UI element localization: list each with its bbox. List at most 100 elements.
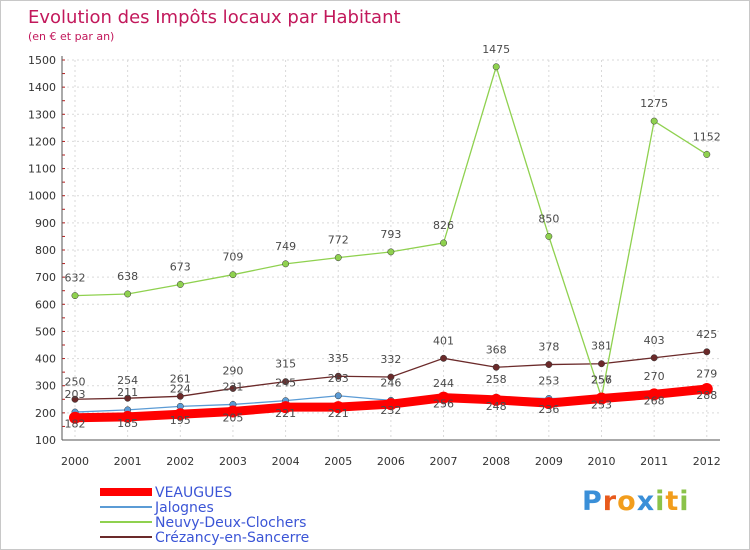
data-point [650,117,658,125]
data-point [334,372,342,380]
y-tick-label: 400 [35,353,56,366]
y-tick-label: 1500 [28,54,56,67]
logo-letter: i [679,486,690,517]
data-point [387,248,395,256]
logo-letter: t [665,486,680,517]
data-point [332,401,345,414]
data-point [121,410,134,423]
data-label: 288 [696,389,717,402]
series-neuvy-deux-clochers: 632 638 673 709 749 772 793 826 1475 850 257 1275 11… [65,43,721,401]
data-label: 258 [486,373,507,386]
data-label: 256 [433,398,454,411]
data-label: 401 [433,334,454,347]
data-point [124,394,132,402]
data-label: 772 [328,234,349,247]
data-label: 279 [696,367,717,380]
y-tick-label: 900 [35,217,56,230]
data-label: 221 [328,407,349,420]
data-label: 425 [696,328,717,341]
data-label: 205 [222,412,243,425]
y-tick-label: 1300 [28,108,56,121]
y-tick-label: 300 [35,380,56,393]
data-label: 335 [328,352,349,365]
data-point [229,271,237,279]
y-tick-label: 600 [35,298,56,311]
data-point [71,292,79,300]
proxiti-logo: Proxiti [582,486,690,517]
data-point [437,391,450,404]
x-tick-label: 2009 [535,455,563,468]
data-point [440,239,447,247]
x-tick-label: 2006 [377,455,405,468]
data-point [174,408,187,421]
data-label: 1152 [693,130,721,143]
data-point [703,348,711,356]
data-point [490,393,503,406]
x-tick-label: 2002 [166,455,194,468]
chart-title: Evolution des Impôts locaux par Habitant [28,7,401,28]
data-label: 231 [222,380,243,393]
legend-label: Neuvy-Deux-Clochers [155,515,306,531]
data-point [703,151,711,158]
data-label: 403 [644,334,665,347]
data-point [176,392,184,400]
x-tick-label: 2005 [324,455,352,468]
y-tick-label: 800 [35,244,56,257]
data-label: 250 [65,375,86,388]
logo-letter: i [655,486,666,517]
data-label: 256 [591,374,612,387]
data-label: 632 [65,272,86,285]
legend-item: Neuvy-Deux-Clochers [100,515,306,531]
data-point [648,388,661,401]
data-label: 245 [275,377,296,390]
data-label: 232 [380,404,401,417]
legend-label: Crézancy-en-Sancerre [155,530,309,546]
x-tick-label: 2008 [482,455,510,468]
data-label: 673 [170,260,191,273]
data-label: 261 [170,372,191,385]
data-label: 793 [380,228,401,241]
data-label: 185 [117,417,138,430]
x-tick-label: 2000 [61,455,89,468]
data-label: 381 [591,340,612,353]
y-tick-label: 500 [35,325,56,338]
data-label: 378 [538,341,559,354]
data-label: 221 [275,407,296,420]
data-label: 709 [222,251,243,264]
data-point [650,354,658,362]
legend-item: Jalognes [100,500,214,516]
data-point [334,254,342,262]
data-label: 182 [65,418,86,431]
data-point [282,260,290,268]
x-tick-label: 2004 [272,455,300,468]
x-tick-label: 2011 [640,455,668,468]
data-point [440,354,447,362]
data-label: 254 [117,374,138,387]
data-label: 638 [117,270,138,283]
chart-subtitle: (en € et par an) [28,30,114,43]
legend-label: Jalognes [154,500,214,516]
data-point [384,398,397,411]
logo-letter: r [602,486,618,517]
series-cr-zancy-en-sancerre: 250 254 261 290 315 335 332 401 368 378 381 403 425 [65,328,717,403]
data-label: 850 [538,212,559,225]
data-point [226,405,239,418]
legend-item: Crézancy-en-Sancerre [100,530,309,546]
data-point [598,360,605,368]
data-label: 246 [380,376,401,389]
data-label: 263 [328,372,349,385]
data-point [492,363,500,371]
data-point [71,395,79,403]
data-label: 332 [380,353,401,366]
y-tick-label: 1000 [28,190,56,203]
data-label: 749 [275,240,296,253]
y-tick-label: 100 [35,434,56,447]
legend-item: VEAUGUES [100,485,232,501]
data-label: 253 [538,374,559,387]
series-veaugues: 182 185 195 205 221 221 232 256 248 236 253 268 288 [65,382,717,431]
x-tick-label: 2001 [114,455,142,468]
data-label: 1475 [482,43,510,56]
logo-letter: x [636,486,656,517]
data-label: 244 [433,377,454,390]
